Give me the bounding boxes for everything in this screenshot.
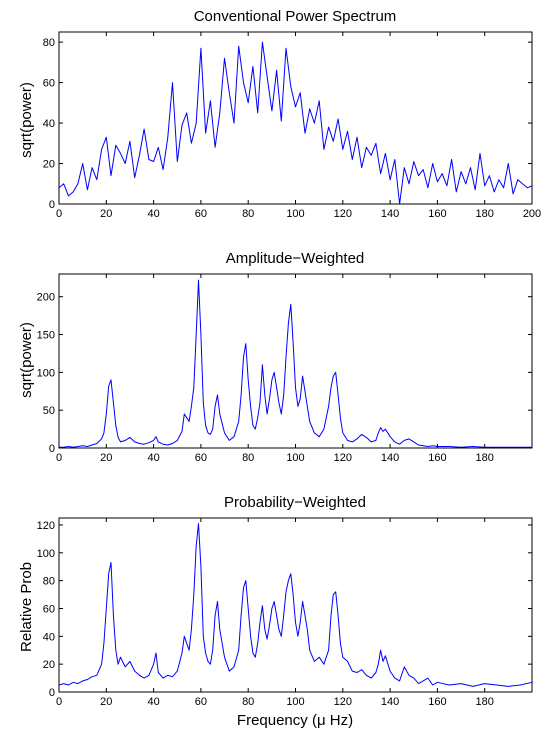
x-tick-label: 40 <box>147 452 159 464</box>
x-tick-label: 160 <box>428 452 446 464</box>
axes-frame <box>58 31 533 205</box>
x-tick-label: 40 <box>147 208 159 220</box>
y-tick-label: 0 <box>49 687 55 699</box>
series-line <box>58 41 533 205</box>
x-tick-label: 160 <box>428 696 446 708</box>
panel-conventional: Conventional Power Spectrum sqrt(power) … <box>18 8 541 220</box>
x-tick-label: 0 <box>56 452 62 464</box>
y-tick-label: 0 <box>49 199 55 211</box>
y-tick-label: 120 <box>37 520 55 532</box>
y-axis-label: sqrt(power) <box>18 322 35 398</box>
x-tick-label: 100 <box>286 208 304 220</box>
x-tick-label: 140 <box>381 452 399 464</box>
x-tick-label: 40 <box>147 696 159 708</box>
x-tick-label: 20 <box>100 208 112 220</box>
x-tick-label: 120 <box>334 208 352 220</box>
panel-amplitude: Amplitude−Weighted sqrt(power) 0 20 40 60 80… <box>18 250 533 464</box>
y-axis-label: Relative Prob <box>18 562 35 652</box>
x-tick-label: 100 <box>286 452 304 464</box>
y-tick-label: 100 <box>37 367 55 379</box>
x-axis-label: Frequency (μ Hz) <box>237 712 353 729</box>
x-tick-label: 60 <box>195 208 207 220</box>
y-tick-label: 150 <box>37 330 55 342</box>
y-tick-label: 40 <box>43 118 55 130</box>
panel-title: Conventional Power Spectrum <box>194 8 397 25</box>
x-tick-label: 140 <box>381 696 399 708</box>
x-tick-label: 20 <box>100 696 112 708</box>
x-tick-label: 80 <box>242 452 254 464</box>
x-tick-label: 180 <box>476 208 494 220</box>
y-tick-label: 100 <box>37 548 55 560</box>
x-tick-label: 20 <box>100 452 112 464</box>
series-line <box>59 279 532 448</box>
y-tick-label: 200 <box>37 292 55 304</box>
y-tick-label: 60 <box>43 603 55 615</box>
x-tick-label: 60 <box>195 452 207 464</box>
x-tick-label: 120 <box>334 452 352 464</box>
x-tick-label: 60 <box>195 696 207 708</box>
y-tick-label: 80 <box>43 37 55 49</box>
x-tick-label: 80 <box>242 696 254 708</box>
x-tick-label: 200 <box>523 208 541 220</box>
y-tick-label: 0 <box>49 443 55 455</box>
axes-frame <box>58 517 533 693</box>
x-tick-label: 100 <box>286 696 304 708</box>
series-line <box>58 523 533 687</box>
y-tick-label: 80 <box>43 576 55 588</box>
y-axis-label: sqrt(power) <box>18 82 35 158</box>
x-tick-label: 120 <box>334 696 352 708</box>
x-tick-label: 140 <box>381 208 399 220</box>
y-tick-label: 60 <box>43 78 55 90</box>
y-tick-label: 20 <box>43 659 55 671</box>
x-tick-label: 0 <box>56 696 62 708</box>
y-tick-label: 40 <box>43 631 55 643</box>
panel-title: Probability−Weighted <box>224 494 366 511</box>
x-tick-label: 180 <box>476 452 494 464</box>
y-tick-label: 20 <box>43 159 55 171</box>
x-tick-label: 160 <box>428 208 446 220</box>
x-tick-label: 180 <box>476 696 494 708</box>
panel-title: Amplitude−Weighted <box>226 250 365 267</box>
y-tick-label: 50 <box>43 405 55 417</box>
x-tick-label: 80 <box>242 208 254 220</box>
axes-frame <box>58 273 533 449</box>
panel-probability: Probability−Weighted Relative Prob 0 20 40… <box>18 494 533 708</box>
x-tick-label: 0 <box>56 208 62 220</box>
